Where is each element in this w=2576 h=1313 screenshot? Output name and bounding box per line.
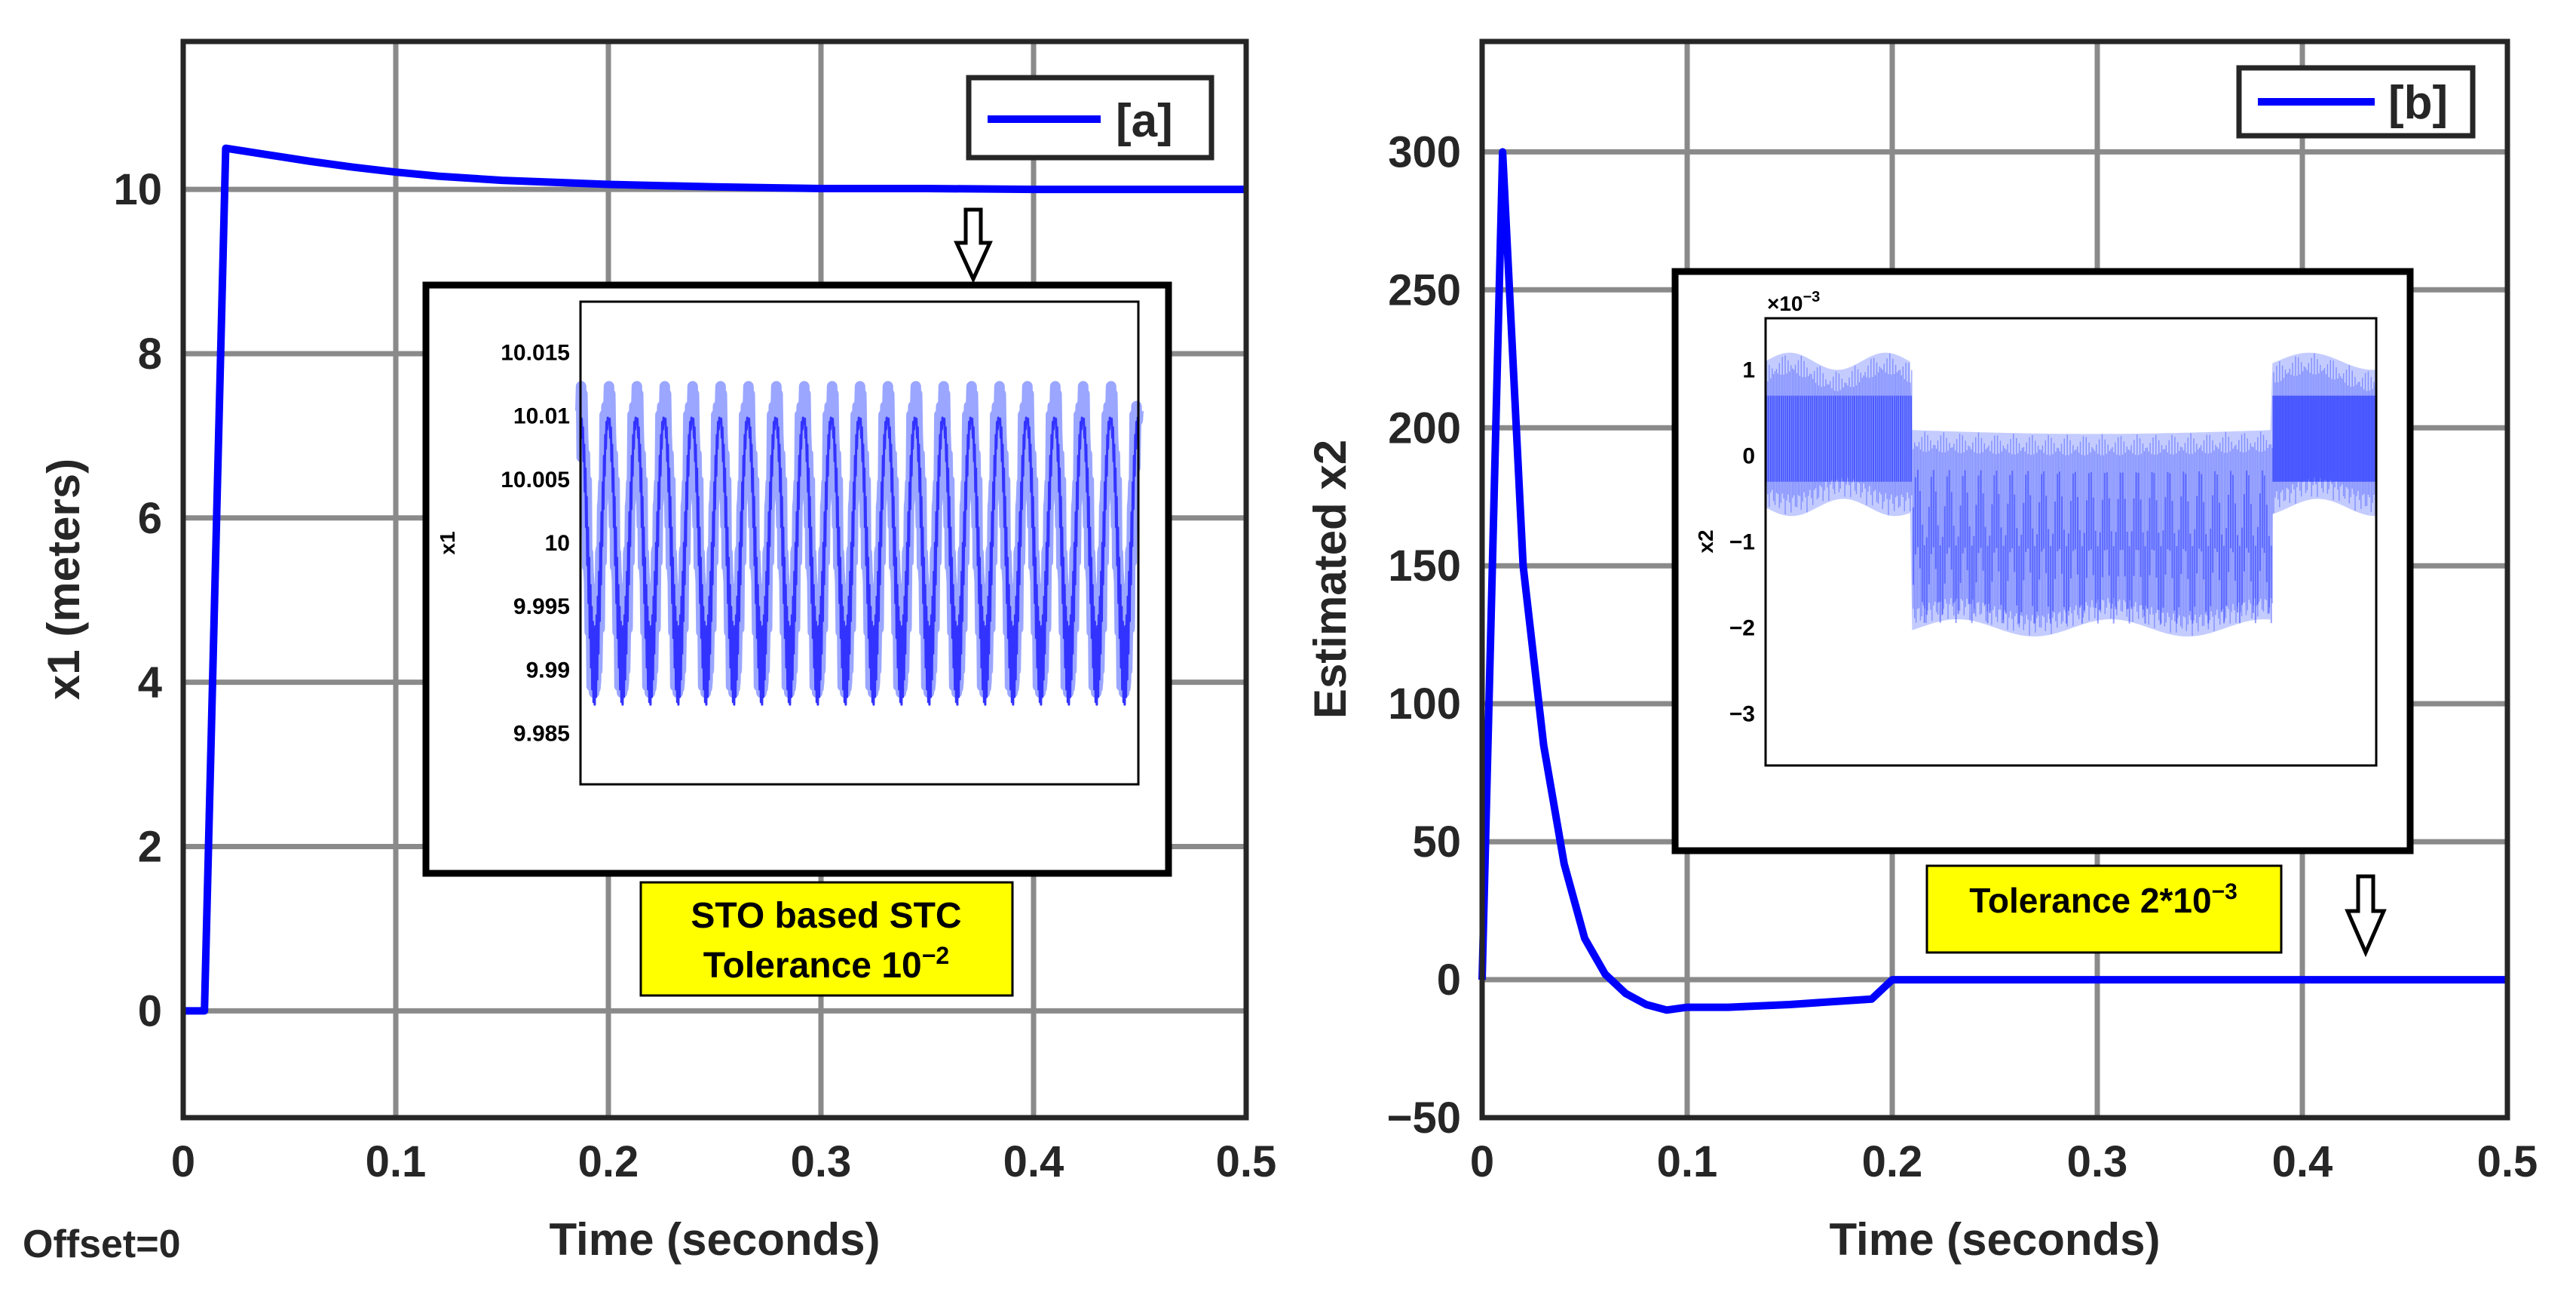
chart-a-tick-labels: 0 0.1 0.2 0.3 0.4 0.5 0 2 4 6 8 10: [113, 165, 1276, 1186]
chart-a-ytick-label: 4: [138, 658, 162, 707]
chart-b-ytick-label: 150: [1388, 541, 1461, 591]
chart-a-ytick-label: 6: [138, 494, 162, 543]
chart-b-ytick-label: 100: [1388, 680, 1461, 729]
chart-b-inset-core: [1912, 469, 2272, 624]
chart-b-ytick-label: 200: [1388, 403, 1461, 452]
chart-b-inset: −3 −2 −1 0 1 ×10−3 x2: [1671, 268, 2414, 854]
chart-a-inset-ytick-label: 10.01: [513, 404, 570, 429]
chart-a-xlabel: Time (seconds): [549, 1214, 880, 1265]
chart-a-xtick-label: 0.4: [1003, 1137, 1064, 1186]
offset-label: Offset=0: [23, 1223, 181, 1266]
chart-a-xtick-label: 0.3: [791, 1137, 852, 1186]
chart-b-xlabel: Time (seconds): [1829, 1214, 2160, 1265]
chart-a-annotation-line1: STO based STC: [691, 896, 961, 936]
chart-b-xtick-label: 0: [1470, 1137, 1494, 1186]
chart-a-inset-ytick-label: 10.015: [501, 340, 570, 365]
chart-b-ylabel: Estimated x2: [1305, 440, 1355, 719]
chart-a-ytick-label: 2: [138, 823, 162, 872]
chart-b-inset-ytick-label: −3: [1729, 702, 1755, 727]
chart-b-xtick-label: 0.4: [2272, 1137, 2333, 1186]
chart-b-inset-envelope: [1766, 352, 2376, 637]
chart-a-xtick-label: 0.5: [1216, 1137, 1277, 1186]
chart-a-legend-label: [a]: [1116, 95, 1173, 147]
chart-a-inset-ytick-label: 9.985: [513, 722, 570, 747]
chart-b-inset-axes: [1764, 317, 2378, 767]
chart-a-inset-core: [579, 416, 1140, 706]
chart-a-annotation: STO based STC Tolerance 10−2: [639, 881, 1014, 997]
chart-b-xtick-label: 0.2: [1862, 1137, 1923, 1186]
chart-a-ylabel: x1 (meters): [38, 459, 89, 700]
chart-b-inset-exponent: ×10−3: [1767, 289, 1820, 315]
chart-b-xtick-label: 0.1: [1657, 1137, 1718, 1186]
chart-a-xtick-label: 0.1: [366, 1137, 427, 1186]
chart-b-series: [1478, 148, 2507, 1014]
chart-a-inset-ytick-label: 10.005: [501, 468, 570, 492]
chart-b-inset-ylabel: x2: [1694, 529, 1717, 553]
chart-b-inset-ytick-label: −2: [1729, 616, 1755, 641]
chart-b-ytick-label: 250: [1388, 265, 1461, 314]
chart-b-ytick-label: 50: [1412, 818, 1461, 867]
chart-a-xtick-label: 0: [171, 1137, 195, 1186]
chart-a-inset-ytick-label: 10: [545, 531, 570, 556]
chart-a-ytick-label: 10: [113, 165, 162, 214]
chart-a-ytick-label: 0: [138, 986, 162, 1035]
chart-a-inset-ylabel: x1: [436, 531, 459, 554]
chart-a-inset: 9.985 9.99 9.995 10 10.005 10.01 10.015 x1: [422, 281, 1172, 877]
chart-b-inset-tick-labels: −3 −2 −1 0 1: [1729, 357, 1755, 726]
chart-a-series: [183, 144, 1246, 1015]
chart-a-inset-axes: [579, 300, 1140, 786]
chart-a-series-line: [183, 144, 1246, 1015]
chart-a-down-arrow-icon: [954, 207, 993, 284]
chart-a-ytick-label: 8: [138, 330, 162, 379]
chart-a-inset-signal: [575, 381, 1144, 706]
chart-b-ytick-label: −50: [1387, 1094, 1461, 1143]
chart-b-inset-ytick-label: −1: [1729, 530, 1755, 555]
chart-b-xtick-label: 0.3: [2067, 1137, 2128, 1186]
chart-a-axes-box: [180, 38, 1249, 1121]
chart-b-ytick-label: 300: [1388, 127, 1461, 176]
chart-a-inset-ytick-label: 9.99: [526, 658, 570, 683]
chart-b-annotation-line1: Tolerance 2*10−3: [1969, 879, 2238, 920]
chart-b-up-arrow-icon: [2345, 874, 2387, 958]
chart-a-inset-ytick-label: 9.995: [513, 594, 570, 619]
chart-a-legend: [a]: [966, 75, 1214, 161]
chart-a-xtick-label: 0.2: [578, 1137, 639, 1186]
chart-a: 0 0.1 0.2 0.3 0.4 0.5 0 2 4 6 8 10 Time (seconds) x…: [38, 38, 1276, 1265]
chart-b-legend-label: [b]: [2388, 77, 2448, 129]
chart-b-inset-ytick-label: 0: [1742, 443, 1755, 468]
chart-b-axes-box: [1479, 38, 2510, 1121]
chart-b-xtick-label: 0.5: [2477, 1137, 2538, 1186]
chart-a-annotation-line2: Tolerance 10−2: [703, 942, 949, 986]
chart-b-inset-ytick-label: 1: [1742, 357, 1755, 382]
chart-b-ytick-label: 0: [1437, 956, 1461, 1005]
chart-b-annotation: Tolerance 2*10−3: [1925, 864, 2283, 954]
chart-b-legend: [b]: [2236, 65, 2476, 139]
chart-a-inset-tick-labels: 9.985 9.99 9.995 10 10.005 10.01 10.015: [501, 340, 570, 746]
chart-b-series-line: [1478, 148, 2507, 1014]
